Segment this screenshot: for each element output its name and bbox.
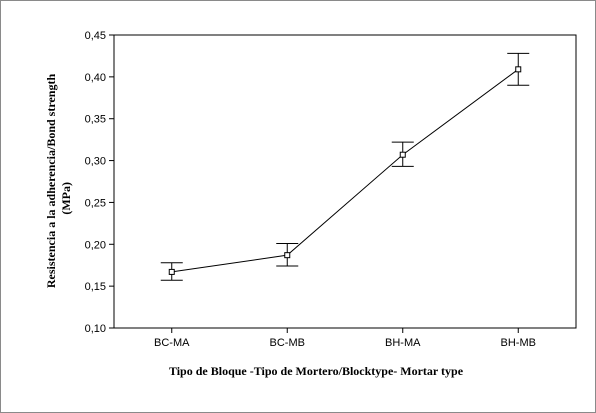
x-tick-label: BC-MB <box>270 337 305 349</box>
x-axis-label: Tipo de Bloque -Tipo de Mortero/Blocktyp… <box>169 364 464 378</box>
y-tick-label: 0,25 <box>85 197 106 209</box>
y-axis-label: Resistencia a la adherencia/Bond strengt… <box>44 74 58 289</box>
data-point <box>515 66 522 73</box>
y-axis: 0,10 0,15 0,20 0,25 0,30 0,35 0,40 0,45 <box>85 30 114 335</box>
data-point <box>284 252 291 259</box>
series-line-path <box>171 68 519 273</box>
y-tick-label: 0,20 <box>85 239 106 251</box>
x-axis: BC-MA BC-MB BH-MA BH-MB <box>154 328 536 349</box>
x-tick-label: BH-MB <box>501 337 536 349</box>
series-line <box>160 52 530 281</box>
x-tick-label: BH-MA <box>385 337 421 349</box>
data-point <box>399 151 406 158</box>
y-tick-label: 0,30 <box>85 156 106 168</box>
y-tick-label: 0,15 <box>85 281 106 293</box>
plot-area <box>113 34 577 329</box>
x-tick-label: BC-MA <box>154 337 190 349</box>
y-axis-label-units: (MPa) <box>59 182 73 215</box>
data-point <box>168 268 175 275</box>
y-tick-label: 0,35 <box>85 114 106 126</box>
y-tick-label: 0,40 <box>85 72 106 84</box>
y-tick-label: 0,10 <box>85 323 106 335</box>
y-tick-label: 0,45 <box>85 30 106 42</box>
